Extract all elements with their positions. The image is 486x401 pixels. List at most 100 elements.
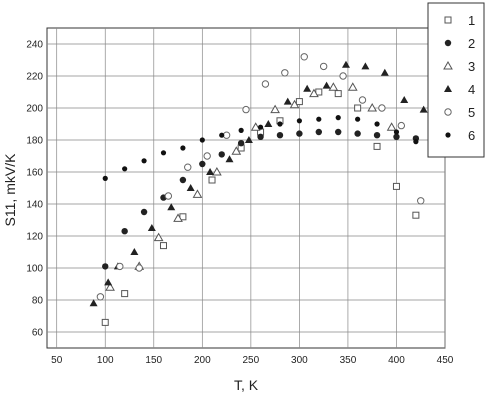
x-tick-label: 100 (97, 355, 114, 366)
y-tick-label: 100 (26, 264, 43, 275)
series-5-point (203, 152, 211, 160)
series-6-point (355, 116, 361, 122)
series-5-point (358, 96, 367, 104)
series-5-point (135, 264, 143, 272)
series-1-point (392, 182, 400, 190)
x-tick-labels: 50 100 150 200 250 300 350 400 450 (51, 355, 454, 366)
series-2-point (102, 263, 109, 270)
series-3-point (270, 104, 280, 114)
x-tick-label: 450 (437, 355, 454, 366)
series-3-point (153, 232, 164, 242)
series-2-point (276, 132, 284, 139)
series-6-point (180, 145, 186, 151)
series-4-point (167, 203, 176, 211)
series-4-point (130, 248, 139, 255)
series-2-point (257, 133, 264, 140)
series-4-point (104, 278, 113, 286)
x-tick-label: 200 (194, 355, 211, 366)
series-6-point (219, 132, 225, 138)
y-tick-label: 180 (26, 136, 43, 147)
series-5-point (96, 293, 105, 301)
series-4-point (186, 184, 195, 191)
legend-marker-2 (444, 39, 452, 47)
x-tick-label: 50 (51, 355, 63, 366)
series-4-point (419, 105, 428, 113)
legend-label-2: 2 (468, 36, 475, 51)
y-tick-label: 60 (32, 328, 44, 339)
series-3-point (289, 99, 300, 109)
legend: 1 2 3 4 5 6 (443, 13, 475, 143)
series-2-point (393, 133, 400, 140)
series-5-point (378, 104, 386, 112)
series-4-point (380, 68, 389, 76)
series-5-point (281, 69, 289, 77)
series-1-point (354, 104, 362, 112)
series-3-point (250, 122, 261, 131)
series-5-point (242, 105, 250, 114)
series-2-point (296, 130, 303, 137)
legend-marker-1 (444, 16, 452, 24)
series-2 (102, 128, 420, 270)
plot-area (46, 27, 446, 349)
series-5-point (261, 80, 270, 88)
series-3-point (386, 122, 397, 131)
series-2-point (354, 130, 361, 137)
series-4-point (147, 224, 156, 231)
series-4-point (89, 299, 98, 307)
legend-marker-5 (444, 108, 452, 116)
series-2-point (373, 132, 381, 139)
x-tick-label: 300 (291, 355, 308, 366)
x-tick-label: 350 (340, 355, 357, 366)
series-3-point (173, 213, 183, 222)
legend-label-4: 4 (468, 82, 475, 97)
y-tick-label: 80 (32, 296, 44, 307)
legend-box (427, 2, 485, 158)
series-6-point (122, 166, 128, 172)
series-5-point (319, 62, 328, 71)
y-tick-label: 140 (26, 200, 43, 211)
series-6-point (277, 121, 283, 127)
series-5-point (164, 192, 173, 200)
series-3-point (328, 82, 339, 91)
series-6-point (199, 137, 205, 143)
series-3 (105, 82, 397, 291)
series-3-point (309, 88, 319, 98)
series-5-point (116, 262, 124, 271)
series-3-point (231, 146, 242, 155)
series-2-point (179, 176, 187, 184)
series-1-point (101, 318, 109, 326)
y-tick-label: 120 (26, 232, 43, 243)
series-4-point (225, 155, 234, 163)
series-2-point (237, 140, 245, 147)
series-4-point (361, 62, 370, 70)
y-tick-label: 200 (26, 104, 43, 115)
series-3-point (192, 189, 203, 198)
series-5-point (417, 197, 425, 205)
series-2-point (121, 228, 128, 235)
series-6-point (296, 118, 302, 124)
y-tick-labels: 60 80 100 120 140 160 180 200 220 240 (26, 40, 43, 339)
series-5-point (397, 121, 406, 130)
series-4-point (303, 84, 312, 92)
series-3-point (367, 102, 378, 112)
series-1-point (121, 290, 129, 298)
series-1-point (334, 90, 342, 98)
series-2-point (315, 128, 323, 136)
legend-marker-6 (445, 132, 451, 138)
series-5-point (339, 72, 347, 80)
series-6-point (141, 158, 147, 164)
series-2-point (140, 208, 148, 216)
series-5-point (184, 163, 192, 171)
series-6-point (374, 121, 380, 127)
y-axis-label: S11, mkV/K (2, 153, 18, 227)
series-6-point (238, 127, 244, 133)
series-6-point (413, 139, 419, 145)
series-6-point (102, 175, 108, 181)
series-4-point (283, 97, 292, 105)
x-axis-label: T, K (234, 377, 259, 393)
series-6-point (335, 115, 341, 121)
series-6-point (316, 116, 322, 122)
x-tick-label: 250 (243, 355, 260, 366)
series-1-point (159, 242, 167, 250)
